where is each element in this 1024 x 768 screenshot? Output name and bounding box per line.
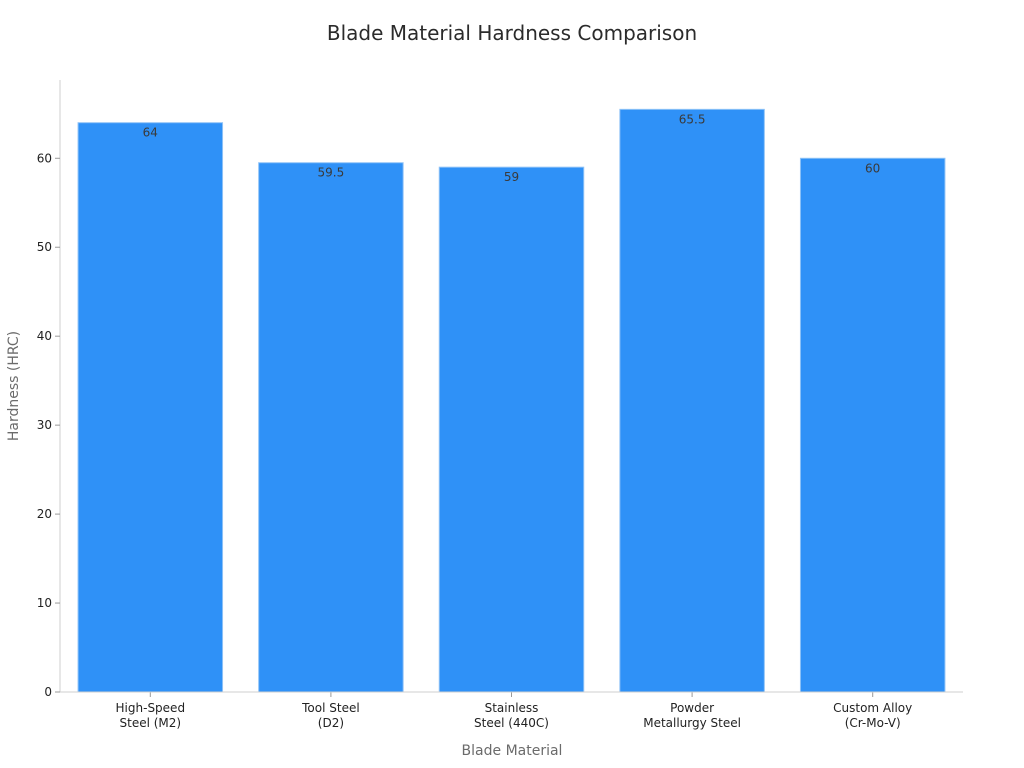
y-tick-label: 60: [37, 151, 52, 165]
x-axis-title: Blade Material: [462, 743, 563, 759]
x-tick-label: Powder Metallurgy Steel: [643, 701, 741, 730]
y-tick-label: 50: [37, 240, 52, 254]
bar: [258, 162, 404, 693]
axes-layer: [55, 80, 963, 697]
data-label: 65.5: [679, 112, 706, 126]
labels-layer: 64 High-Speed Steel (M2) 59.5 Tool Steel (D2)…: [37, 112, 913, 730]
bar: [77, 122, 224, 693]
bar: [438, 166, 585, 693]
x-tick-label: Tool Steel (D2): [301, 701, 360, 730]
y-tick-label: 40: [37, 329, 52, 343]
x-tick-label: High-Speed Steel (M2): [116, 701, 186, 730]
x-tick-label: Stainless Steel (440C): [474, 701, 549, 730]
y-axis-title: Hardness (HRC): [6, 331, 22, 441]
y-tick-label: 10: [37, 596, 52, 610]
data-label: 60: [865, 161, 880, 175]
x-tick-label: Custom Alloy (Cr-Mo-V): [833, 701, 912, 730]
bars-layer: [77, 108, 946, 693]
data-label: 59.5: [318, 166, 345, 180]
y-tick-label: 0: [44, 685, 52, 699]
data-label: 64: [143, 126, 158, 140]
bar: [799, 157, 946, 693]
y-tick-label: 30: [37, 418, 52, 432]
bar: [619, 108, 765, 693]
data-label: 59: [504, 170, 519, 184]
y-tick-label: 20: [37, 507, 52, 521]
chart-title: Blade Material Hardness Comparison: [327, 21, 697, 45]
